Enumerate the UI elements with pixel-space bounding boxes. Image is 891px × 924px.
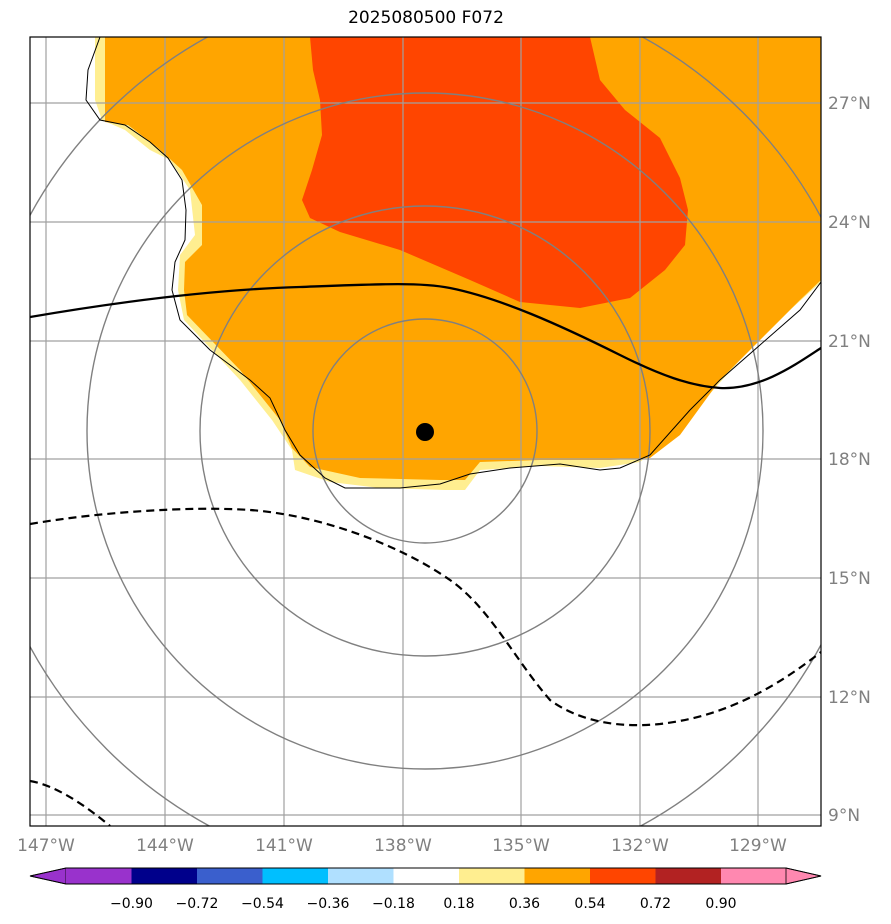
- lon-label: 132°W: [611, 836, 669, 856]
- colorbar-extend-low: [29, 867, 67, 885]
- lon-labels: 147°W 144°W 141°W 138°W 135°W 132°W 129°…: [17, 836, 787, 856]
- lon-label: 141°W: [255, 836, 313, 856]
- lon-label: 129°W: [729, 836, 787, 856]
- colorbar-tick-label: −0.54: [241, 896, 284, 912]
- colorbar-tick-label: −0.36: [307, 896, 350, 912]
- shade-red-region: [302, 37, 688, 308]
- lat-label: 24°N: [828, 213, 871, 233]
- colorbar-tick-label: −0.90: [110, 896, 153, 912]
- colorbar-bin: [524, 868, 590, 884]
- colorbar-tick-label: −0.72: [176, 896, 219, 912]
- colorbar-bin: [262, 868, 328, 884]
- map-frame: [29, 36, 822, 827]
- colorbar-tick-labels: −0.90 −0.72 −0.54 −0.36 −0.18 0.18 0.36 …: [110, 896, 737, 912]
- colorbar-bin: [131, 868, 197, 884]
- colorbar-tick-label: 0.18: [443, 896, 474, 912]
- map-area: [30, 37, 821, 826]
- colorbar-bin: [721, 868, 786, 884]
- range-rings: [30, 37, 821, 826]
- dashed-contour-line: [30, 507, 821, 727]
- dashed-contour-line-2: [30, 779, 111, 826]
- colorbar: −0.90 −0.72 −0.54 −0.36 −0.18 0.18 0.36 …: [29, 867, 822, 912]
- lon-label: 147°W: [17, 836, 75, 856]
- lat-label: 9°N: [828, 806, 860, 826]
- lat-label: 27°N: [828, 94, 871, 114]
- lon-label: 138°W: [374, 836, 432, 856]
- storm-center-dot: [416, 423, 434, 441]
- lat-label: 15°N: [828, 569, 871, 589]
- colorbar-tick-label: −0.18: [372, 896, 415, 912]
- colorbar-tick-label: 0.54: [574, 896, 605, 912]
- colorbar-tick-label: 0.90: [705, 896, 736, 912]
- colorbar-bin: [459, 868, 525, 884]
- colorbar-bin: [590, 868, 656, 884]
- solid-contour-line: [30, 282, 821, 390]
- lat-label: 21°N: [828, 332, 871, 352]
- lon-label: 135°W: [492, 836, 550, 856]
- colorbar-bin: [393, 868, 459, 884]
- map-title: 2025080500 F072: [348, 8, 504, 28]
- colorbar-tick-label: 0.72: [640, 896, 671, 912]
- colorbar-bin: [197, 868, 263, 884]
- lon-label: 144°W: [136, 836, 194, 856]
- thin-contour-line: [85, 37, 821, 489]
- lat-label: 12°N: [828, 688, 871, 708]
- colorbar-tick-label: 0.36: [509, 896, 540, 912]
- colorbar-bin: [66, 868, 132, 884]
- lat-label: 18°N: [828, 450, 871, 470]
- colorbar-bin: [655, 868, 721, 884]
- lat-labels: 27°N 24°N 21°N 18°N 15°N 12°N 9°N: [828, 94, 871, 826]
- colorbar-outline: [29, 867, 822, 885]
- colorbar-extend-high: [785, 867, 822, 885]
- colorbar-bin: [328, 868, 394, 884]
